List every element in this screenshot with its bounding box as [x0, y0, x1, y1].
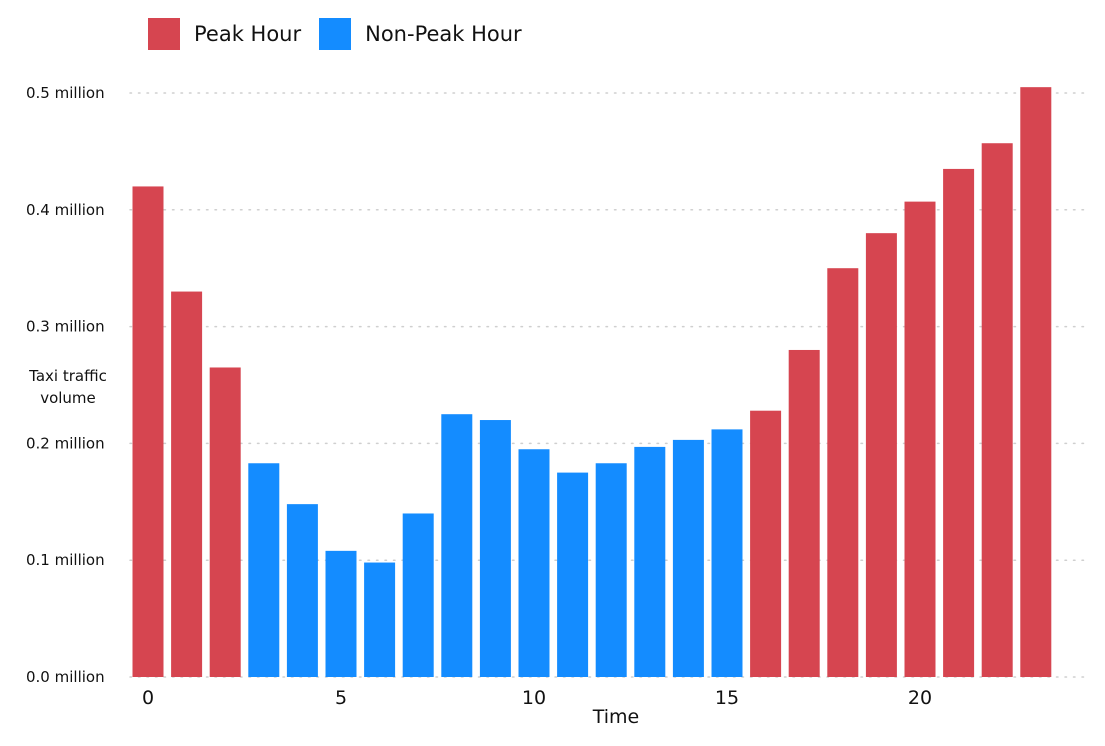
- x-tick-label: 0: [142, 687, 154, 709]
- bar-peak-hour-23[interactable]: [1020, 87, 1052, 677]
- bar-non-peak-hour-13[interactable]: [634, 446, 666, 677]
- bar-non-peak-hour-8[interactable]: [441, 414, 473, 677]
- y-tick-label: 0.0 million: [26, 668, 105, 686]
- y-tick-label: 0.3 million: [26, 318, 105, 336]
- y-tick-label: 0.1 million: [26, 551, 105, 569]
- bar-peak-hour-2[interactable]: [209, 367, 241, 677]
- bar-non-peak-hour-5[interactable]: [325, 550, 357, 677]
- y-tick-label: 0.2 million: [26, 434, 105, 452]
- bar-non-peak-hour-11[interactable]: [557, 472, 589, 677]
- bar-non-peak-hour-7[interactable]: [402, 513, 434, 677]
- bar-non-peak-hour-9[interactable]: [479, 420, 511, 677]
- bar-non-peak-hour-10[interactable]: [518, 449, 550, 677]
- x-tick-label: 15: [715, 687, 739, 709]
- bar-peak-hour-17[interactable]: [788, 349, 820, 677]
- bar-peak-hour-16[interactable]: [750, 410, 782, 677]
- bar-non-peak-hour-12[interactable]: [595, 463, 627, 677]
- legend-swatch-non-peak-hour: [319, 18, 352, 50]
- x-axis-label: Time: [592, 706, 640, 728]
- x-tick-label: 10: [522, 687, 546, 709]
- bar-non-peak-hour-6[interactable]: [364, 562, 396, 677]
- legend-item-non-peak-hour[interactable]: Non-Peak Hour: [319, 18, 522, 50]
- legend-label-non-peak-hour: Non-Peak Hour: [365, 22, 522, 46]
- bar-peak-hour-18[interactable]: [827, 268, 859, 677]
- bar-peak-hour-1[interactable]: [171, 291, 203, 677]
- x-tick-label: 5: [335, 687, 347, 709]
- y-tick-label: 0.4 million: [26, 201, 105, 219]
- y-axis-label: Taxi traffic volume: [28, 367, 107, 407]
- bar-peak-hour-0[interactable]: [132, 186, 164, 677]
- legend-swatch-peak-hour: [148, 18, 180, 50]
- x-tick-label: 20: [908, 687, 932, 709]
- y-tick-label: 0.5 million: [26, 84, 105, 102]
- bar-non-peak-hour-14[interactable]: [672, 439, 704, 677]
- legend-item-peak-hour[interactable]: Peak Hour: [148, 18, 301, 50]
- legend: Peak Hour Non-Peak Hour: [148, 18, 526, 50]
- legend-label-peak-hour: Peak Hour: [194, 22, 302, 46]
- bar-peak-hour-20[interactable]: [904, 201, 936, 677]
- bar-non-peak-hour-15[interactable]: [711, 429, 743, 677]
- bar-peak-hour-19[interactable]: [865, 233, 897, 677]
- bar-non-peak-hour-4[interactable]: [286, 504, 318, 677]
- bar-peak-hour-22[interactable]: [981, 143, 1013, 677]
- bar-peak-hour-21[interactable]: [943, 168, 975, 678]
- bar-non-peak-hour-3[interactable]: [248, 463, 280, 677]
